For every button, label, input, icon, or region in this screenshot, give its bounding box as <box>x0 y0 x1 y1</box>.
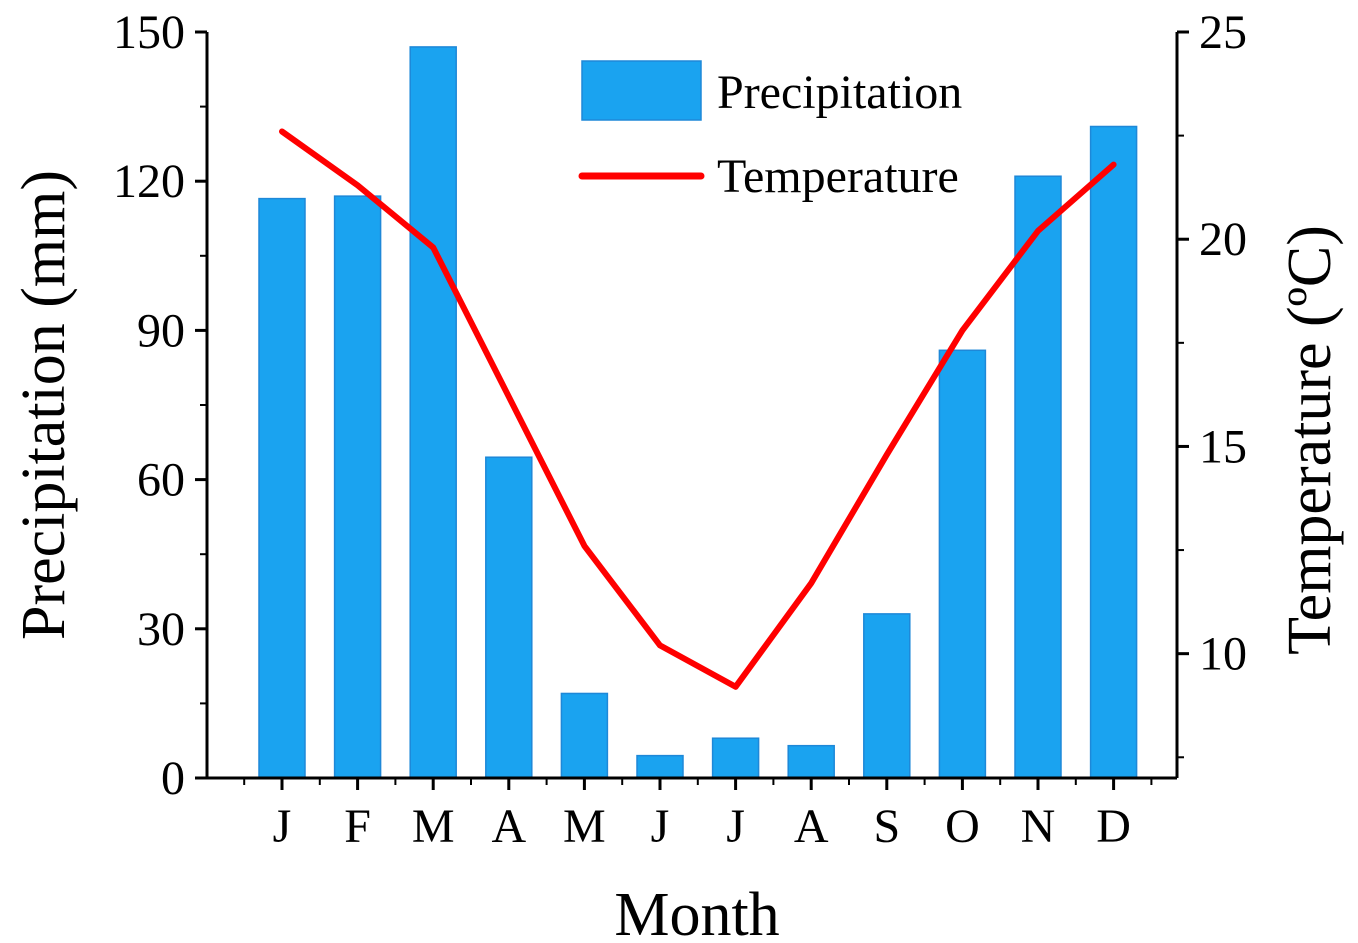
x-tick-label: A <box>491 800 526 853</box>
temperature-line-group <box>279 128 1117 690</box>
x-tick-label: A <box>794 800 829 853</box>
legend-precipitation-swatch <box>581 60 702 121</box>
precipitation-bar <box>409 46 457 779</box>
x-tick-label: N <box>1021 800 1056 853</box>
x-axis-title: Month <box>614 881 779 943</box>
precipitation-bar <box>333 195 382 779</box>
y2-tick-label: 15 <box>1199 420 1247 473</box>
x-tick-label: J <box>273 800 292 853</box>
precipitation-bar <box>485 456 533 779</box>
precipitation-bar <box>636 754 684 779</box>
x-tick-label: D <box>1096 800 1131 853</box>
y-tick-label: 150 <box>113 6 185 59</box>
legend-temperature-label: Temperature <box>717 150 959 203</box>
y-axis-title: Precipitation (mm) <box>10 170 78 640</box>
legend: Precipitation Temperature <box>578 60 962 203</box>
x-tick-label: M <box>412 800 455 853</box>
y2-tick-label: 20 <box>1199 213 1247 266</box>
y2-tick-label: 10 <box>1199 628 1247 681</box>
x-tick-label: O <box>945 800 980 853</box>
x-tick-label: F <box>344 800 371 853</box>
bars-group <box>258 46 1138 779</box>
y2-axis-title: Temperature (ºC) <box>1276 225 1344 655</box>
x-tick-label: S <box>873 800 900 853</box>
y2-tick-label: 25 <box>1199 6 1247 59</box>
precipitation-bar <box>258 197 306 779</box>
precipitation-bar <box>787 744 835 779</box>
x-tick-label: J <box>726 800 745 853</box>
x-tick-label: J <box>651 800 670 853</box>
x-tick-label: M <box>563 800 606 853</box>
precipitation-bar <box>560 692 609 779</box>
y-tick-label: 30 <box>137 603 185 656</box>
precipitation-bar <box>1089 125 1138 779</box>
precipitation-bar <box>1014 175 1062 779</box>
y-tick-label: 60 <box>137 454 185 507</box>
precipitation-bar <box>938 349 987 779</box>
y-tick-label: 90 <box>137 304 185 357</box>
precipitation-bar <box>863 613 911 779</box>
legend-precipitation-label: Precipitation <box>717 66 962 119</box>
y-tick-label: 120 <box>113 155 185 208</box>
temperature-line <box>279 128 1117 690</box>
y-tick-label: 0 <box>161 752 185 805</box>
precipitation-bar <box>711 737 760 779</box>
